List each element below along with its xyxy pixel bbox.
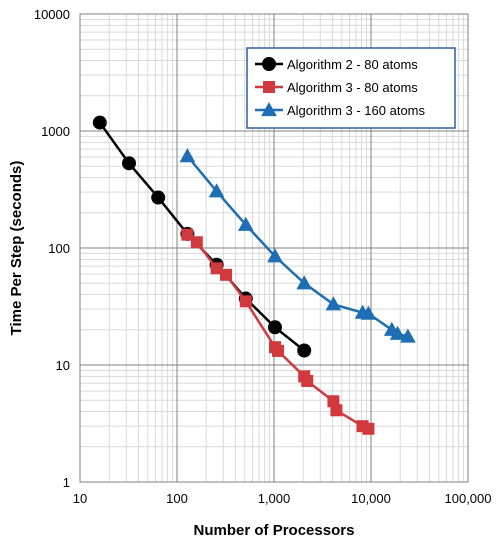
y-axis-title: Time Per Step (seconds) [8,161,25,336]
data-point [239,295,252,308]
y-tick-label: 10 [56,358,70,373]
legend-box [246,47,456,129]
data-point [219,268,232,281]
x-tick-label: 10 [73,491,87,506]
x-tick-label: 1,000 [258,491,291,506]
series-2 [181,228,375,435]
y-tick-label: 1 [63,475,70,490]
legend-marker [261,101,277,117]
data-point [360,305,377,320]
x-tick-label: 100,000 [445,491,492,506]
legend-marker [262,57,276,71]
data-point [272,344,285,357]
y-tick-label: 10000 [34,7,70,22]
series-layer [92,115,416,435]
data-point [297,343,312,358]
data-point [267,320,282,335]
data-point [181,228,194,241]
series-3 [179,148,416,343]
legend-label: Algorithm 3 - 80 atoms [287,80,418,95]
y-tick-label: 100 [48,241,70,256]
legend-item: Algorithm 3 - 160 atoms [255,101,426,118]
legend-marker [263,81,275,93]
y-tick-label: 1000 [41,124,70,139]
legend-item: Algorithm 2 - 80 atoms [255,57,418,72]
data-point [330,404,343,417]
legend: Algorithm 2 - 80 atoms Algorithm 3 - 80 a… [246,47,456,129]
x-axis-title: Number of Processors [194,522,355,539]
data-point [121,156,136,171]
data-point [208,183,225,198]
data-point [237,216,254,231]
x-tick-label: 100 [166,491,188,506]
x-tick-label: 10,000 [351,491,391,506]
legend-label: Algorithm 3 - 160 atoms [287,103,426,118]
data-point [267,248,283,263]
data-point [389,325,406,340]
data-point [301,374,314,387]
data-point [92,115,107,130]
legend-item: Algorithm 3 - 80 atoms [255,80,418,95]
data-point [400,328,416,343]
legend-label: Algorithm 2 - 80 atoms [287,57,418,72]
data-point [190,236,203,249]
plot-area [79,13,469,483]
data-point [179,148,196,163]
data-point [151,190,166,205]
data-point [296,275,313,290]
data-point [210,262,223,275]
data-point [325,296,342,311]
data-point [362,422,375,435]
